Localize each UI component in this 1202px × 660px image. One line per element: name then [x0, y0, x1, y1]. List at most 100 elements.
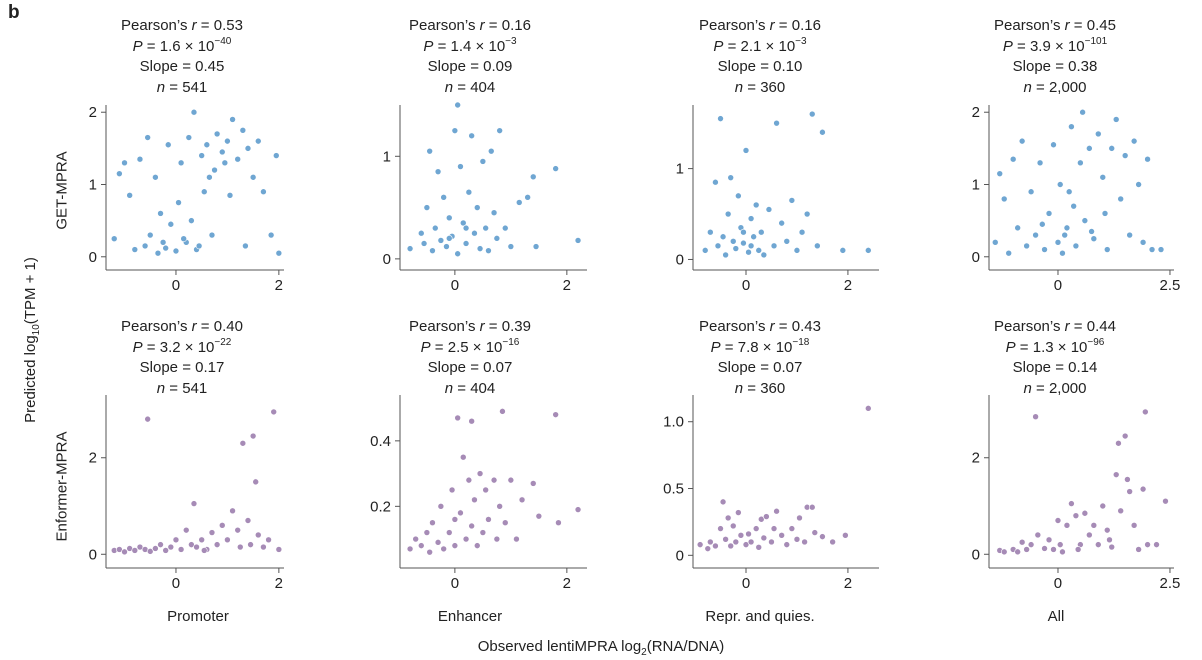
- data-point: [242, 242, 249, 250]
- data-point: [244, 145, 252, 152]
- data-point: [524, 194, 531, 201]
- data-point: [493, 235, 501, 242]
- data-point: [203, 141, 211, 149]
- data-point: [272, 152, 280, 159]
- data-point: [1054, 239, 1062, 246]
- data-point: [724, 514, 732, 522]
- data-point: [770, 242, 778, 250]
- data-point: [226, 192, 234, 199]
- data-point: [819, 533, 826, 540]
- data-point: [146, 231, 154, 239]
- data-point: [1027, 188, 1035, 196]
- data-point: [141, 242, 149, 250]
- data-point: [1023, 242, 1030, 250]
- data-point: [188, 217, 195, 224]
- x-tick-label: 2: [844, 575, 852, 592]
- data-point: [793, 535, 801, 543]
- stats-annotation: Pearson’s r = 0.16 P = 2.1 × 10−3 Slope = …: [640, 16, 880, 98]
- data-point: [208, 529, 216, 536]
- x-tick-label: 0: [172, 277, 180, 294]
- data-point: [462, 535, 470, 543]
- data-point: [1000, 195, 1008, 203]
- data-point: [1135, 181, 1142, 188]
- data-point: [765, 206, 773, 213]
- data-point: [265, 536, 272, 544]
- y-axis-label-text: Predicted log: [22, 335, 39, 423]
- data-point: [1018, 137, 1026, 145]
- data-point: [110, 235, 118, 243]
- data-point: [1101, 210, 1109, 217]
- panel-letter: b: [8, 2, 20, 23]
- data-point: [722, 251, 729, 259]
- data-point: [778, 531, 785, 539]
- data-point: [423, 204, 431, 211]
- data-point: [116, 170, 123, 177]
- data-point: [479, 529, 487, 536]
- data-point: [473, 542, 481, 549]
- data-point: [275, 546, 283, 553]
- data-point: [493, 535, 501, 543]
- data-point: [760, 534, 768, 542]
- data-point: [420, 240, 428, 247]
- data-point: [719, 233, 727, 241]
- data-point: [1059, 548, 1066, 556]
- data-point: [406, 545, 414, 553]
- data-point: [1009, 155, 1017, 163]
- data-point: [229, 116, 236, 123]
- data-point: [1045, 210, 1053, 217]
- data-point: [162, 244, 169, 252]
- x-axis-label-text: Observed lentiMPRA log: [477, 638, 642, 655]
- data-point: [1135, 546, 1142, 553]
- data-point: [144, 415, 151, 423]
- data-point: [471, 229, 478, 237]
- data-point: [819, 128, 826, 136]
- data-point: [136, 155, 144, 163]
- data-point: [750, 233, 757, 241]
- data-point: [213, 130, 221, 138]
- y-tick-label: 1: [676, 161, 684, 178]
- n-count: n = 360: [734, 379, 786, 397]
- data-point: [252, 478, 260, 486]
- p-value: P = 3.2 × 10−22: [132, 336, 232, 356]
- data-point: [254, 531, 262, 539]
- data-point: [487, 147, 495, 155]
- slope: Slope = 0.38: [1012, 58, 1098, 75]
- data-point: [1027, 541, 1035, 548]
- n-count: n = 541: [156, 78, 208, 96]
- pearson-r: Pearson’s r = 0.39: [409, 318, 531, 335]
- slope: Slope = 0.10: [717, 58, 803, 75]
- data-point: [991, 239, 999, 246]
- data-point: [518, 496, 526, 504]
- data-point: [793, 247, 801, 254]
- data-point: [1023, 546, 1030, 553]
- slope: Slope = 0.09: [427, 58, 513, 75]
- data-point: [482, 224, 489, 232]
- data-point: [167, 543, 175, 551]
- data-point: [159, 239, 167, 246]
- data-point: [529, 173, 537, 181]
- data-point: [206, 173, 213, 181]
- data-point: [808, 110, 816, 118]
- data-point: [1103, 526, 1111, 534]
- data-point: [218, 522, 226, 529]
- column-label-repr: Repr. and quies.: [705, 608, 815, 625]
- data-point: [1061, 231, 1069, 239]
- x-tick-label: 2.5: [1160, 277, 1181, 294]
- data-point: [507, 243, 515, 250]
- y-tick-label: 1.0: [663, 414, 684, 431]
- data-point: [247, 541, 254, 548]
- data-point: [1032, 231, 1039, 239]
- data-point: [768, 538, 775, 546]
- data-point: [574, 506, 582, 513]
- data-point: [1126, 488, 1133, 495]
- pearson-r: Pearson’s r = 0.45: [994, 17, 1116, 34]
- data-point: [1056, 541, 1064, 548]
- data-point: [465, 188, 473, 196]
- y-axis-label-tail: (TPM + 1): [22, 257, 39, 325]
- data-point: [798, 228, 806, 236]
- data-point: [1065, 188, 1073, 196]
- data-point: [773, 507, 780, 515]
- data-point: [1099, 173, 1107, 181]
- y-tick-label: 2: [89, 104, 97, 121]
